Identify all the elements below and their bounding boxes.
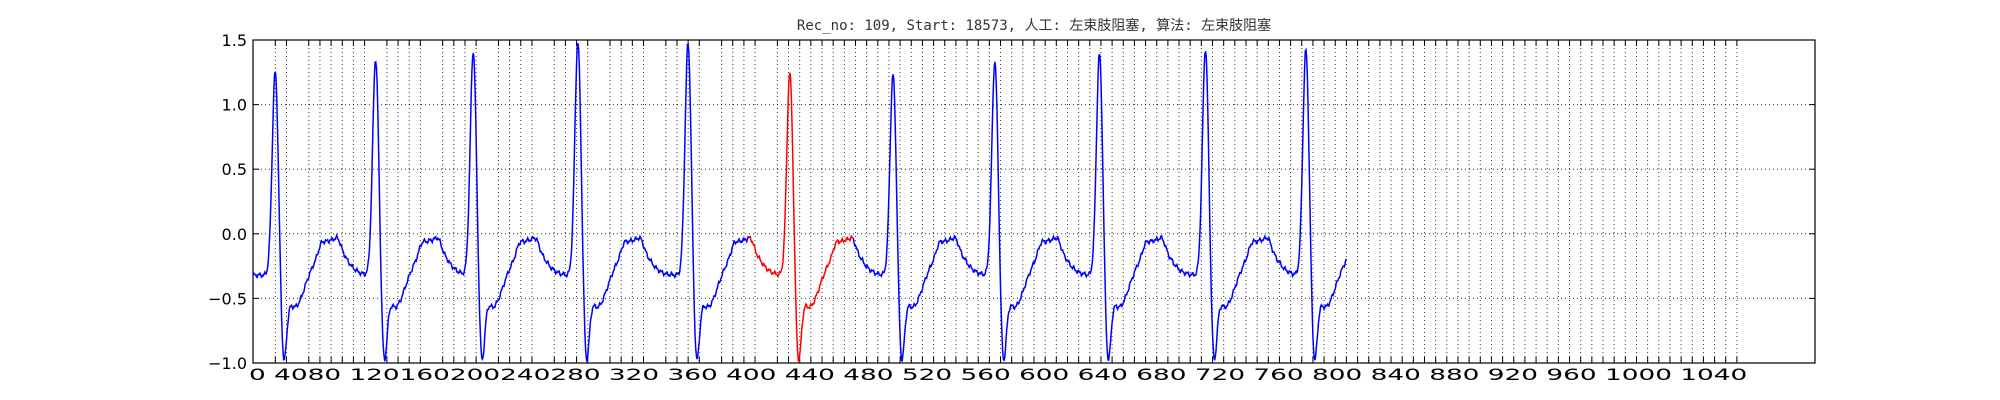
y-tick-label: 1.5 [222,31,247,50]
plot-frame [252,39,1816,364]
chart-title: Rec_no: 109, Start: 18573, 人工: 左束肢阻塞, 算法… [797,17,1271,34]
y-tick-label: 0.0 [222,225,247,244]
y-tick-label: 1.0 [222,96,247,115]
series-blue-segment-2 [852,47,1348,363]
y-tick-label: −1.0 [208,354,247,373]
y-tick-label: 0.5 [222,160,247,179]
series-red-segment [749,72,854,362]
series-blue-segment-1 [252,43,751,363]
y-tick-label: −0.5 [208,289,247,308]
x-tick-labels: 0 4080 120160200240280 320 360 400 440 4… [249,365,1747,384]
